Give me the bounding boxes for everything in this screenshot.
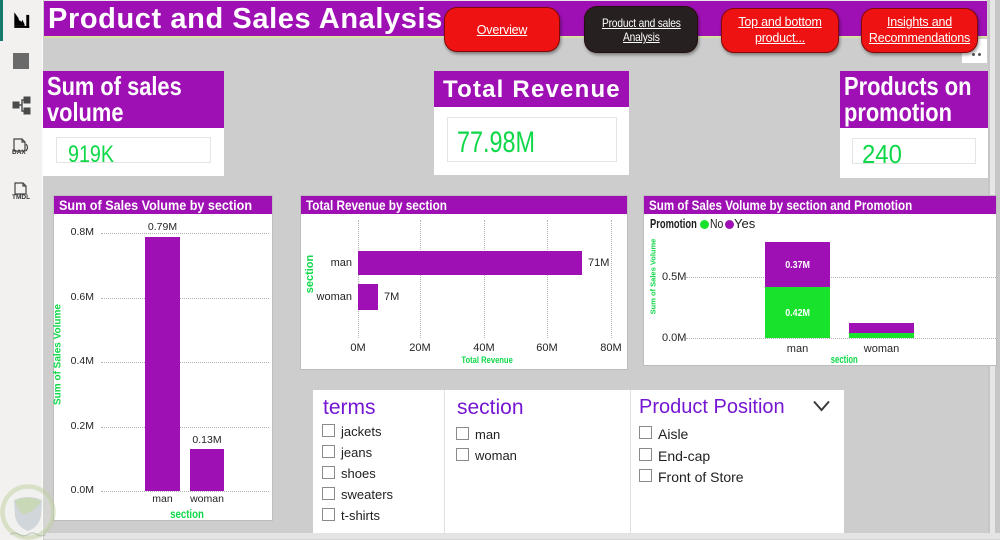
svg-text:DAX: DAX [12, 149, 26, 156]
svg-text:TMDL: TMDL [12, 194, 30, 200]
